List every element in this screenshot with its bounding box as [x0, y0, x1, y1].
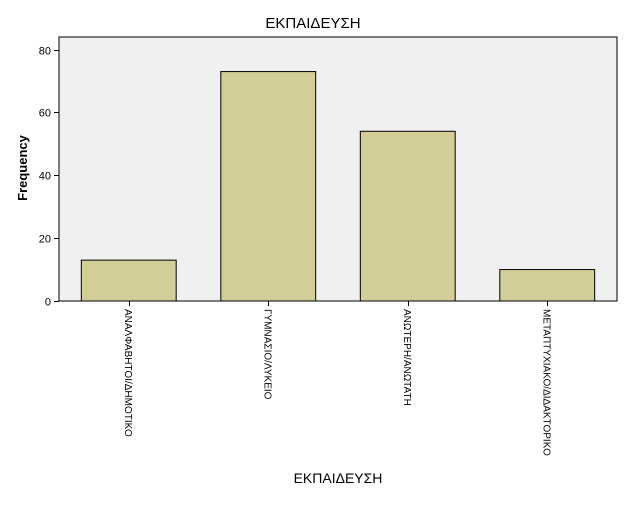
- x-tick-label: ΑΝΑΛΦΑΒΗΤΟΙ/ΔΗΜΟΤΙΚΟ: [122, 309, 133, 437]
- x-tick-label: ΓΥΜΝΑΣΙΟ/ΛΥΚΕΙΟ: [261, 309, 272, 400]
- x-axis: ΑΝΑΛΦΑΒΗΤΟΙ/ΔΗΜΟΤΙΚΟ ΓΥΜΝΑΣΙΟ/ΛΥΚΕΙΟ ΑΝΩΤΕ…: [122, 301, 551, 456]
- bar: [220, 71, 317, 302]
- y-tick-label: 60: [39, 108, 51, 120]
- y-tick-label: 40: [39, 171, 51, 183]
- y-axis-label: Frequency: [15, 134, 30, 201]
- plot-area: [58, 36, 618, 302]
- y-tick-label: 20: [39, 234, 51, 246]
- y-tick-label: 80: [39, 46, 51, 58]
- y-tick-label: 0: [45, 297, 51, 309]
- y-axis: 0 20 40 60 80: [39, 37, 60, 309]
- x-axis-label: ΕΚΠΑΙΔΕΥΣΗ: [294, 470, 383, 486]
- chart-title: ΕΚΠΑΙΔΕΥΣΗ: [265, 15, 360, 32]
- bar: [80, 259, 177, 302]
- x-tick-label: ΜΕΤΑΠΤΥΧΙΑΚΟ/ΔΙΔΑΚΤΟΡΙΚΟ: [540, 309, 551, 456]
- bar: [359, 130, 456, 302]
- bars-layer: [80, 71, 596, 302]
- bar: [499, 269, 596, 302]
- x-tick-label: ΑΝΩΤΕΡΗ/ΑΝΩΤΑΤΗ: [401, 309, 412, 406]
